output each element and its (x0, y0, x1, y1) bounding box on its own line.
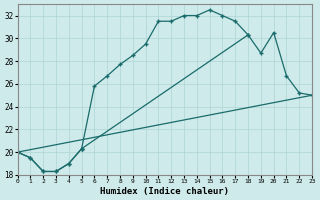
X-axis label: Humidex (Indice chaleur): Humidex (Indice chaleur) (100, 187, 229, 196)
